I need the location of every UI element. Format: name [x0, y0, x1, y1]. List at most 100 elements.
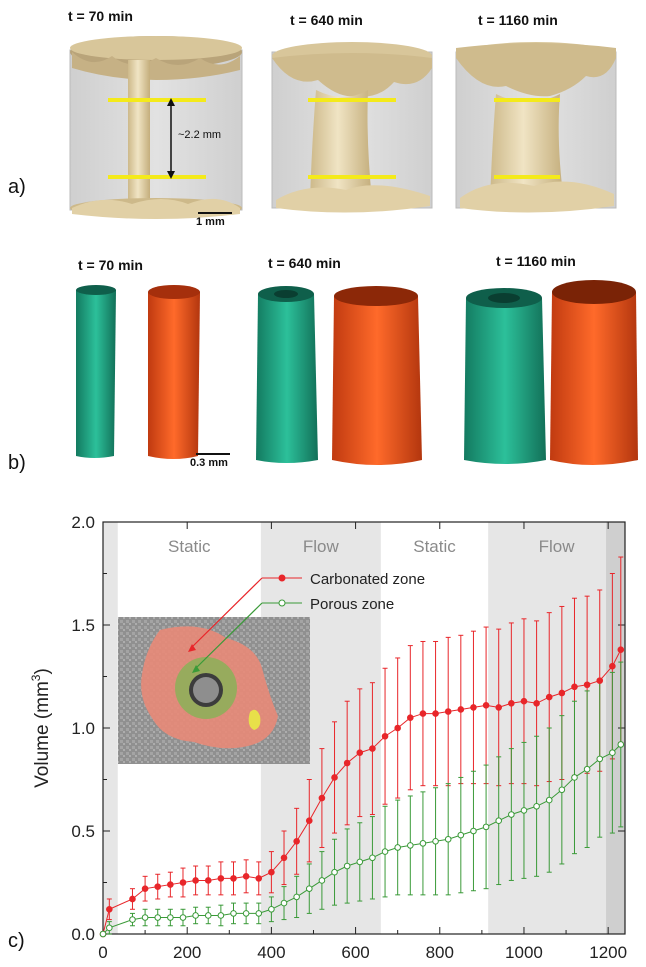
- point-1-9: [217, 912, 225, 919]
- point-1-24: [407, 842, 414, 849]
- point-0-32: [508, 699, 515, 707]
- panel-b-scale-label: 0.3 mm: [190, 457, 228, 469]
- point-1-6: [179, 914, 187, 921]
- point-1-35: [545, 796, 553, 804]
- point-1-13: [268, 905, 275, 913]
- sample-render-640: [271, 42, 433, 213]
- point-0-23: [394, 724, 401, 732]
- point-0-6: [179, 879, 187, 886]
- point-1-19: [343, 862, 351, 870]
- point-0-40: [609, 662, 616, 670]
- volume-chart: Static Flow Static Flow Carbonated zone Poro…: [29, 513, 627, 962]
- legend-label-0: Carbonated zone: [310, 571, 425, 588]
- point-0-38: [583, 681, 591, 689]
- point-0-35: [545, 693, 553, 701]
- point-1-17: [318, 877, 326, 884]
- point-1-27: [444, 835, 452, 843]
- panel-b-label: b): [8, 452, 26, 474]
- point-1-21: [369, 854, 376, 862]
- legend-marker-1: [278, 599, 286, 607]
- axis-labels: 0200400600800100012000.00.51.01.52.0Time…: [29, 513, 627, 962]
- point-1-33: [520, 807, 528, 814]
- point-0-41: [617, 646, 625, 654]
- point-1-30: [482, 823, 490, 831]
- phase-label-0: Static: [168, 537, 211, 556]
- sample-render-1160: [455, 42, 617, 213]
- y-tick-label-1: 0.5: [71, 822, 95, 841]
- point-0-1: [106, 905, 113, 913]
- y-tick-label-4: 2.0: [71, 513, 95, 532]
- x-tick-label-6: 1200: [589, 943, 627, 962]
- point-0-10: [230, 875, 237, 882]
- point-0-30: [482, 702, 490, 709]
- inset-image: [118, 617, 310, 764]
- point-1-18: [331, 868, 338, 876]
- point-1-25: [419, 840, 427, 847]
- panel-b-time-3: t = 1160 min: [496, 253, 576, 269]
- point-0-11: [242, 873, 250, 880]
- point-0-39: [596, 677, 604, 684]
- data-points: [99, 646, 625, 938]
- point-1-23: [394, 844, 401, 851]
- panel-a-dimension: ~2.2 mm: [178, 129, 222, 141]
- point-1-8: [204, 912, 212, 919]
- legend-arrowhead-porous: [192, 665, 200, 673]
- point-1-29: [470, 827, 477, 835]
- point-0-20: [356, 749, 364, 757]
- point-1-28: [457, 831, 465, 839]
- point-1-14: [280, 899, 288, 907]
- point-1-5: [167, 914, 174, 921]
- x-tick-label-1: 200: [173, 943, 201, 962]
- point-0-2: [129, 895, 136, 903]
- chart-axes: [102, 521, 626, 935]
- point-1-4: [154, 914, 162, 921]
- point-1-11: [242, 910, 250, 917]
- panel-a-renders: [69, 36, 617, 219]
- point-1-37: [571, 774, 578, 781]
- point-0-14: [280, 854, 288, 862]
- phase-label-3: Flow: [539, 537, 576, 556]
- point-1-10: [230, 910, 237, 917]
- zone-render-640: [256, 286, 422, 465]
- point-0-16: [305, 817, 313, 825]
- y-tick-label-2: 1.0: [71, 719, 95, 738]
- point-1-22: [381, 848, 389, 855]
- zone-render-70: [76, 285, 230, 459]
- point-0-19: [343, 759, 351, 767]
- y-axis-title: Volume (mm3): [29, 668, 53, 788]
- point-0-28: [457, 706, 465, 713]
- point-0-9: [217, 875, 225, 882]
- point-1-0: [99, 930, 107, 938]
- sample-render-70: [69, 36, 243, 219]
- point-0-24: [407, 714, 414, 721]
- point-1-38: [583, 765, 591, 773]
- panel-b-renders: [76, 280, 638, 465]
- point-0-26: [432, 710, 439, 717]
- x-tick-label-5: 1000: [505, 943, 543, 962]
- legend: Carbonated zone Porous zone: [188, 571, 425, 673]
- x-tick-label-2: 400: [257, 943, 285, 962]
- y-tick-label-3: 1.5: [71, 616, 95, 635]
- x-tick-label-4: 800: [426, 943, 454, 962]
- phase-band-3: [488, 522, 625, 934]
- point-0-15: [293, 838, 300, 845]
- panel-c-label: c): [8, 930, 25, 952]
- legend-marker-0: [278, 574, 286, 582]
- x-tick-label-0: 0: [98, 943, 107, 962]
- x-tick-label-3: 600: [341, 943, 369, 962]
- point-0-13: [268, 868, 275, 876]
- legend-label-1: Porous zone: [310, 596, 394, 613]
- legend-arrow-carbonated: [189, 577, 263, 650]
- point-0-17: [318, 794, 326, 802]
- point-0-36: [558, 689, 566, 697]
- point-0-3: [141, 885, 149, 892]
- point-1-32: [508, 811, 515, 818]
- point-1-36: [558, 786, 566, 794]
- phase-label-2: Static: [413, 537, 456, 556]
- point-1-41: [617, 741, 625, 748]
- panel-a-time-1: t = 70 min: [68, 8, 133, 24]
- point-0-25: [419, 710, 427, 717]
- phase-label-1: Flow: [303, 537, 340, 556]
- point-1-31: [495, 817, 503, 825]
- point-1-39: [596, 755, 604, 763]
